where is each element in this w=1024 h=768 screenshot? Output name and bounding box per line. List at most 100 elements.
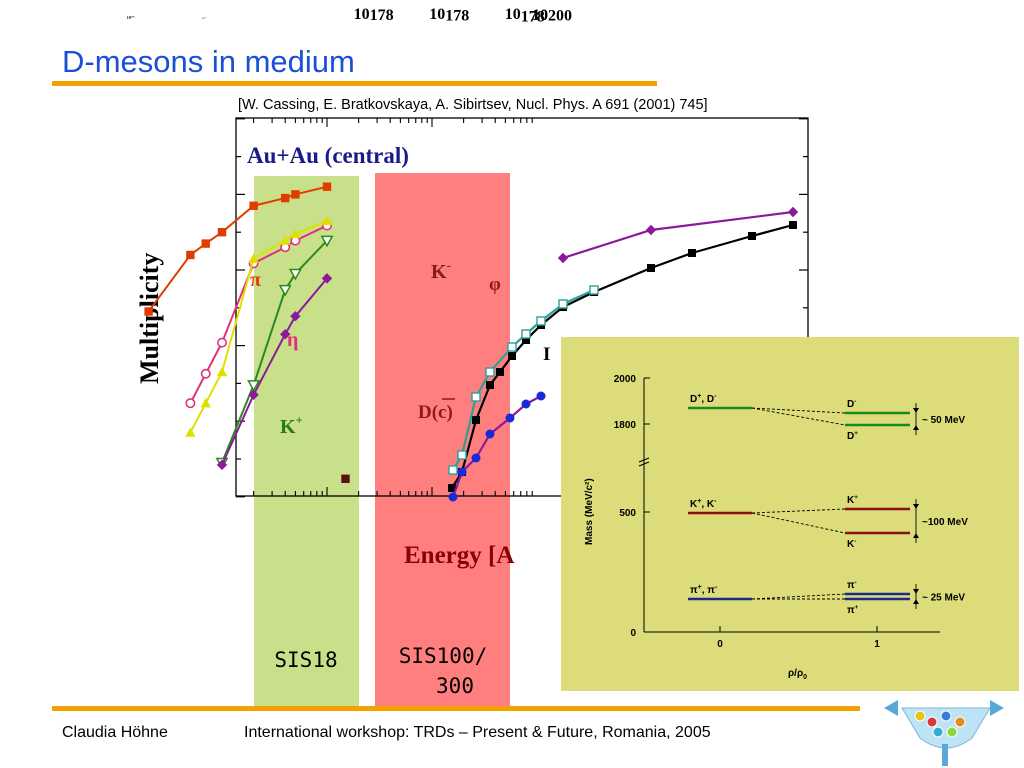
data-point [280,235,291,245]
splitting-arrowhead [913,589,919,594]
level-connector [751,407,846,414]
inset-y-tick-label: 2000 [614,374,637,385]
data-point [522,336,530,344]
data-point [748,232,756,240]
footer-event: International workshop: TRDs – Present &… [244,724,711,741]
charm-curves [448,206,799,502]
data-point [457,467,467,477]
level-connector [751,407,846,426]
level-right-lower-label: D+ [847,430,858,442]
data-point [521,329,531,339]
data-point [288,268,302,281]
data-point [589,285,599,295]
data-point [341,474,350,483]
data-point [448,465,458,475]
data-point [505,413,515,423]
data-point [557,252,569,264]
level-right-upper-label: D- [847,398,856,410]
data-point [321,215,333,226]
level-left-label: K+, K- [690,498,717,510]
data-point [290,310,301,322]
data-point [281,193,290,203]
data-point [144,307,153,316]
data-point [496,368,504,376]
data-point [472,416,480,424]
data-point [201,239,210,248]
label-kplus: K+ [280,414,303,438]
inset-axis-break [638,457,650,463]
data-point [185,427,196,437]
data-point [200,397,211,408]
data-point [216,459,228,471]
logo-arrow [990,700,1004,716]
inset-y-tick-label: 1800 [614,420,637,431]
label-dc: D(c) [418,402,453,423]
data-point [217,337,228,348]
inset-axis-break [638,461,650,467]
data-point [280,329,291,340]
data-point [471,453,481,463]
data-point [320,235,334,248]
band-label-sis100-line1: SIS100/ [398,644,488,668]
logo-particle [914,710,926,722]
band-label-sis100-line2: 300 [436,674,474,698]
data-point [536,316,546,326]
series-4 [216,273,333,471]
level-right-lower-label: π+ [847,604,859,616]
logo-particle [932,726,944,738]
splitting-arrowhead [913,504,919,509]
inset-x-label: ρ/ρ0 [788,668,807,681]
data-point [291,190,300,199]
title-underline [52,81,657,86]
splitting-arrowhead [913,425,919,430]
splitting-arrowhead [913,408,919,413]
data-point [322,182,332,191]
data-point [536,391,546,401]
band-label-sis18: SIS18 [274,648,338,672]
level-left-label: π+, π- [690,584,718,596]
data-point [217,228,227,237]
label-pi: π [250,269,261,291]
data-point [647,264,655,272]
data-point [248,389,259,400]
level-connector [751,593,846,600]
level-left-label: D+, D- [690,393,717,405]
data-point [248,253,259,263]
series-5 [341,474,350,483]
logo-particle [946,726,958,738]
level-right-upper-label: π- [847,579,857,591]
level-group-1: K+, K- K+ K- ~100 MeV [688,494,968,550]
splitting-label: ~ 25 MeV [922,593,965,604]
data-point [321,273,333,284]
data-point [448,492,458,502]
series-2 [185,215,333,437]
logo-particle [954,716,966,728]
charm-curve [451,223,794,489]
level-right-lower-label: K- [847,538,856,550]
data-point [186,250,195,260]
data-point [787,206,799,218]
logo-arrow [884,700,898,716]
y-axis-label: Multiplicity [135,253,164,384]
data-point [448,484,456,492]
inset-y-tick-label: 500 [619,508,636,519]
chart-title: Au+Au (central) [247,143,409,168]
data-point [645,224,657,236]
x-tick-label: 10418 [532,19,535,21]
data-point [457,450,467,460]
data-point [507,342,517,352]
inset-y-tick-label: 0 [630,628,636,639]
y-tick-label: 10178 [429,6,469,25]
data-point [485,367,495,377]
y-tick-label: 10178 [202,17,206,20]
data-point [247,380,261,392]
data-point [185,398,196,409]
splitting-label: ~100 MeV [922,517,968,528]
band-sis100 [375,173,510,710]
label-phi: φ [489,274,501,295]
citation: [W. Cassing, E. Bratkovskaya, A. Sibirts… [238,97,708,113]
x-tick-label: 10200 [532,7,572,24]
label-kminus: K- [431,259,451,283]
footer-author: Claudia Höhne [62,724,168,741]
